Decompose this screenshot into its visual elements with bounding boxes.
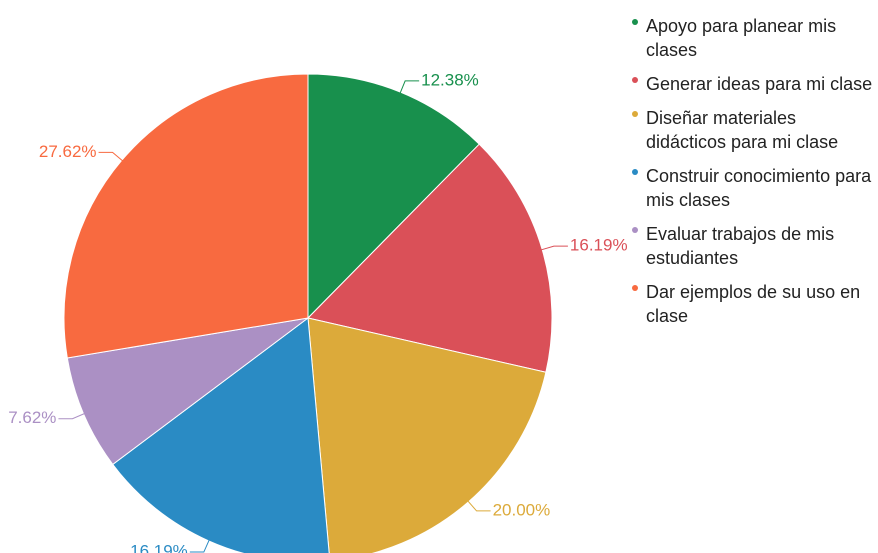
leader-line xyxy=(189,536,212,553)
data-label: 20.00% xyxy=(493,500,551,519)
leader-line xyxy=(58,411,89,420)
legend-label: Evaluar trabajos de mis estudiantes xyxy=(646,224,835,268)
legend-marker xyxy=(632,169,638,175)
legend-item: Construir conocimiento para mis clases xyxy=(630,164,875,212)
leader-line xyxy=(537,245,568,252)
legend-marker xyxy=(632,227,638,233)
legend-item: Dar ejemplos de su uso en clase xyxy=(630,280,875,328)
legend-label: Generar ideas para mi clase xyxy=(646,74,873,94)
legend-item: Diseñar materiales didácticos para mi cl… xyxy=(630,106,875,154)
legend-item: Generar ideas para mi clase xyxy=(630,72,875,96)
leader-line xyxy=(464,497,491,512)
legend-label: Diseñar materiales didácticos para mi cl… xyxy=(646,108,839,152)
pie-slice xyxy=(63,73,309,359)
data-label: 7.62% xyxy=(8,408,56,427)
legend-label: Construir conocimiento para mis clases xyxy=(646,166,872,210)
data-label: 27.62% xyxy=(39,142,97,161)
legend-marker xyxy=(632,19,638,25)
legend-marker xyxy=(632,285,638,291)
leader-line xyxy=(98,151,126,164)
legend-label: Apoyo para planear mis clases xyxy=(646,16,837,60)
legend: Apoyo para planear mis clases Generar ide… xyxy=(630,14,875,338)
legend-label: Dar ejemplos de su uso en clase xyxy=(646,282,861,326)
legend-item: Apoyo para planear mis clases xyxy=(630,14,875,62)
data-label: 16.19% xyxy=(130,542,188,553)
chart: 12.38% 16.19% 20.00% 16.19% 7.62% 27.62% xyxy=(8,70,628,553)
data-label: 16.19% xyxy=(570,236,628,255)
legend-marker xyxy=(632,77,638,83)
legend-item: Evaluar trabajos de mis estudiantes xyxy=(630,222,875,270)
leader-line xyxy=(398,80,420,97)
data-label: 12.38% xyxy=(421,70,479,89)
legend-marker xyxy=(632,111,638,117)
